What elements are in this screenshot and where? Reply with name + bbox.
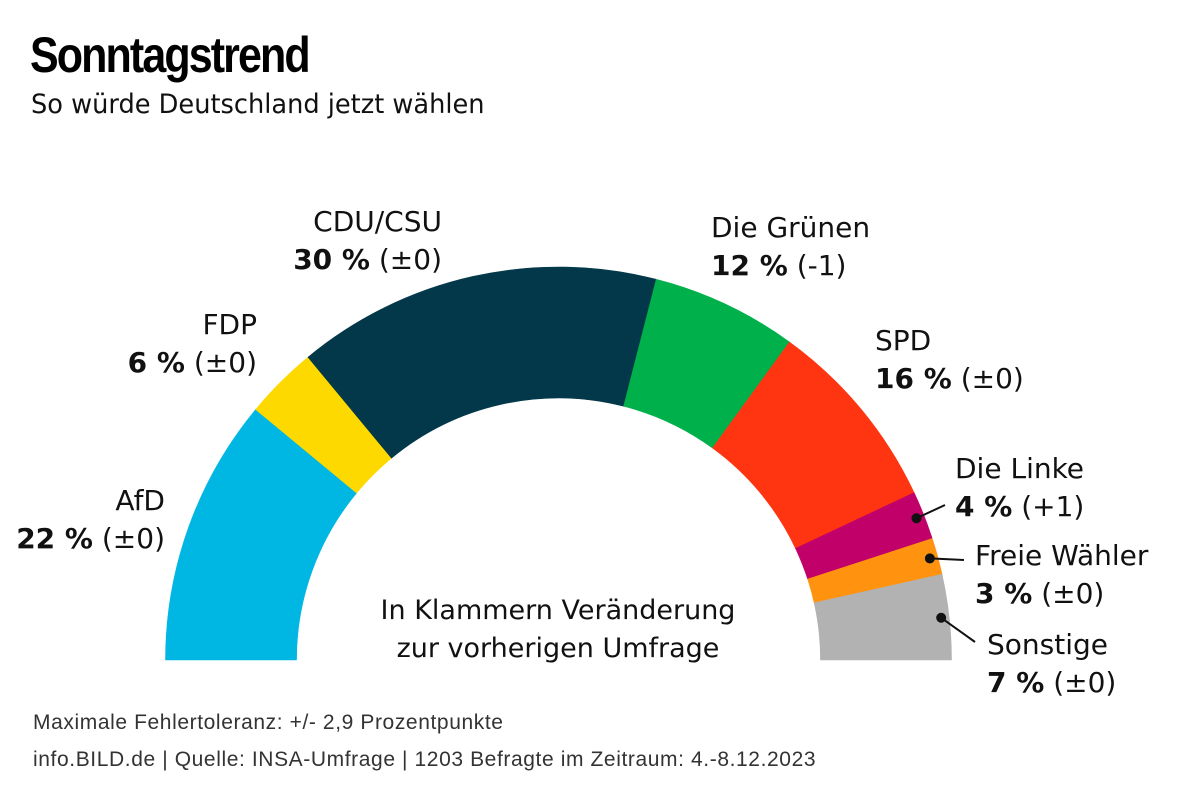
label-gruene-change: (-1) [796, 249, 847, 282]
label-gruene-pct: 12 % [711, 249, 788, 282]
label-sonstige: Sonstige 7 % (±0) [987, 626, 1116, 702]
label-spd-change: (±0) [960, 362, 1024, 395]
leader-dot-freie-w-hler [924, 553, 935, 564]
label-afd: AfD 22 % (±0) [16, 482, 165, 558]
label-afd-change: (±0) [101, 522, 165, 555]
change-note: In Klammern Veränderung zur vorherigen U… [358, 592, 758, 668]
leader-line-die-linke [916, 504, 946, 520]
chart-subtitle: So würde Deutschland jetzt wählen [31, 89, 485, 120]
change-note-line2: zur vorherigen Umfrage [396, 633, 720, 664]
label-fdp-change: (±0) [193, 346, 257, 379]
label-cdu-csu: CDU/CSU 30 % (±0) [293, 203, 442, 279]
source-note: info.BILD.de | Quelle: INSA-Umfrage | 12… [33, 748, 817, 771]
label-sonstige-pct: 7 % [987, 666, 1045, 699]
arc-segment-sonstige [813, 573, 952, 661]
leader-dot-sonstige [936, 612, 947, 623]
label-afd-pct: 22 % [16, 522, 93, 555]
label-sonstige-name: Sonstige [987, 628, 1108, 661]
label-fdp: FDP 6 % (±0) [128, 306, 257, 382]
label-freie-waehler-pct: 3 % [975, 577, 1033, 610]
arc-segments [165, 266, 952, 661]
arc-segment-cdu-csu [307, 266, 657, 459]
chart-title: Sonntagstrend [30, 27, 311, 83]
label-linke: Die Linke 4 % (+1) [955, 450, 1084, 526]
label-fdp-name: FDP [202, 308, 257, 341]
change-note-line1: In Klammern Veränderung [380, 595, 736, 626]
label-gruene-name: Die Grünen [711, 211, 871, 244]
label-spd-pct: 16 % [875, 362, 952, 395]
label-linke-name: Die Linke [955, 452, 1085, 485]
label-gruene: Die Grünen 12 % (-1) [711, 209, 870, 285]
label-spd-name: SPD [875, 324, 932, 357]
label-cdu-csu-name: CDU/CSU [313, 205, 442, 238]
leader-dot-die-linke [911, 513, 922, 524]
label-linke-change: (+1) [1021, 490, 1085, 523]
leader-line-sonstige [940, 616, 976, 643]
label-freie-waehler-name: Freie Wähler [975, 539, 1149, 572]
label-cdu-csu-pct: 30 % [293, 243, 370, 276]
label-fdp-pct: 6 % [127, 346, 185, 379]
label-cdu-csu-change: (±0) [378, 243, 442, 276]
leader-line-freie-w-hler [929, 557, 965, 561]
error-tolerance-note: Maximale Fehlertoleranz: +/- 2,9 Prozent… [33, 711, 504, 734]
label-freie-waehler-change: (±0) [1041, 577, 1105, 610]
label-afd-name: AfD [115, 484, 165, 517]
leader-lines [911, 504, 976, 643]
label-spd: SPD 16 % (±0) [875, 322, 1024, 398]
label-freie-waehler: Freie Wähler 3 % (±0) [975, 537, 1148, 613]
label-sonstige-change: (±0) [1053, 666, 1117, 699]
label-linke-pct: 4 % [955, 490, 1013, 523]
